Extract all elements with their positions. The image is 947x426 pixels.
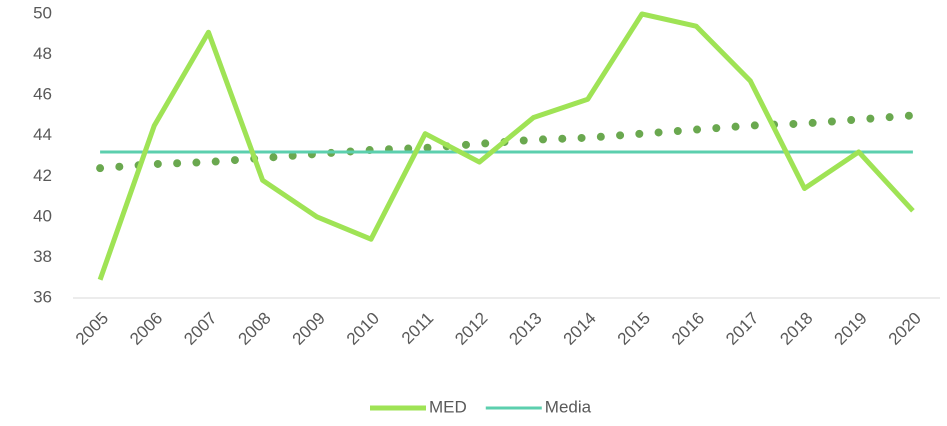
y-tick-label: 46 (33, 85, 52, 104)
y-tick-label: 38 (33, 247, 52, 266)
x-tick-label: 2012 (451, 309, 491, 349)
y-tick-label: 42 (33, 166, 52, 185)
legend-label: Media (545, 397, 592, 416)
x-tick-label: 2011 (398, 309, 437, 348)
x-tick-label: 2007 (180, 309, 220, 349)
x-tick-label: 2017 (722, 309, 762, 349)
x-tick-label: 2010 (343, 309, 383, 349)
legend-label: MED (429, 397, 467, 416)
x-tick-label: 2020 (885, 309, 925, 349)
y-tick-label: 36 (33, 287, 52, 306)
x-tick-label: 2014 (560, 309, 600, 349)
x-tick-label: 2019 (831, 309, 871, 349)
y-tick-label: 48 (33, 44, 52, 63)
y-tick-label: 50 (33, 3, 52, 22)
series-line (97, 11, 915, 281)
x-tick-label: 2009 (289, 309, 329, 349)
y-tick-label: 44 (33, 125, 52, 144)
x-tick-label: 2008 (234, 309, 274, 349)
x-tick-label: 2006 (126, 309, 166, 349)
x-tick-label: 2018 (776, 309, 816, 349)
x-tick-label: 2015 (614, 309, 654, 349)
x-tick-label: 2016 (668, 309, 708, 349)
x-tick-label: 2013 (505, 309, 545, 349)
y-tick-label: 40 (33, 206, 52, 225)
x-tick-label: 2005 (72, 309, 112, 349)
